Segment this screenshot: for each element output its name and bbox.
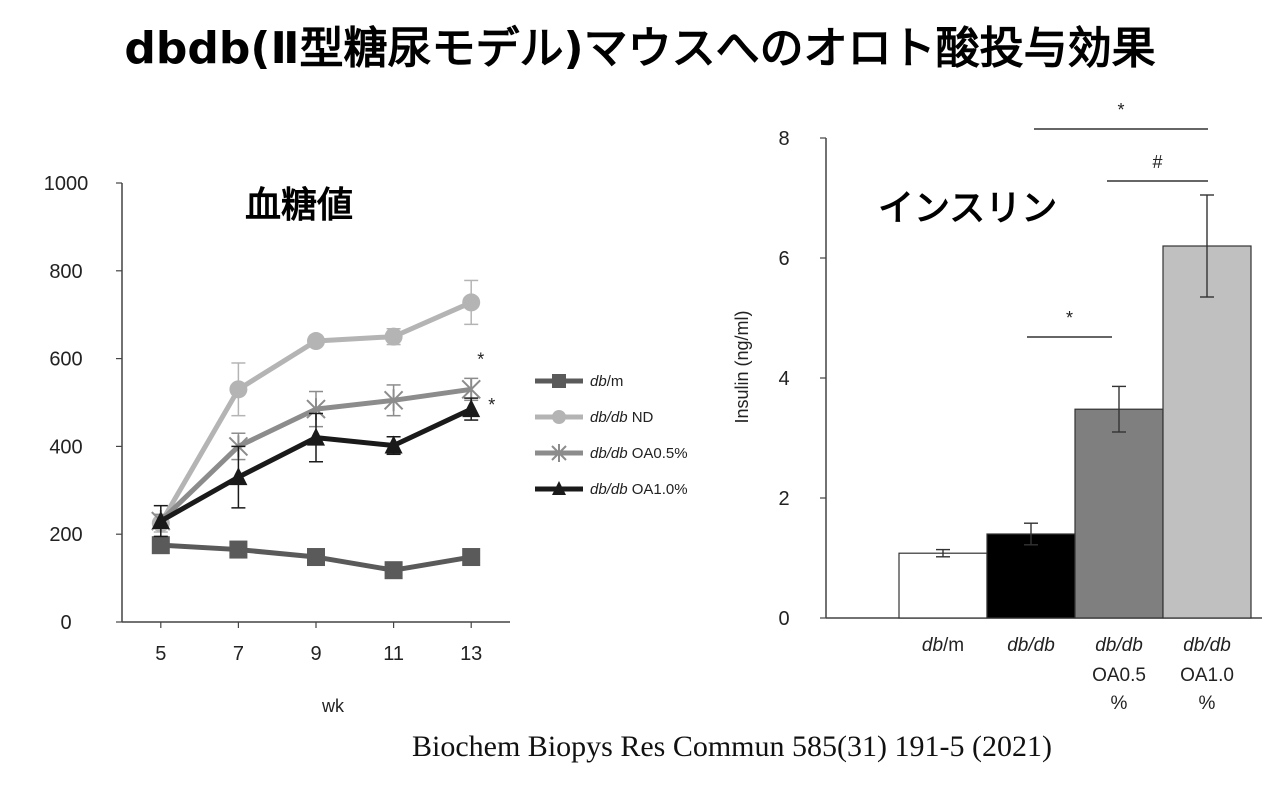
x-tick-label: 7	[233, 643, 244, 665]
cross-marker	[551, 444, 567, 462]
square-marker	[229, 540, 248, 559]
page-title: dbdb(Ⅱ型糖尿モデル)マウスへのオロト酸投与効果	[124, 23, 1156, 74]
triangle-marker	[462, 399, 481, 418]
legend-label: db/m	[590, 373, 623, 390]
legend-label: db/db ND	[590, 409, 654, 426]
legend-item-3: db/db OA0.5%	[535, 444, 688, 462]
y-tick-label: 1000	[44, 173, 89, 195]
circle-marker	[552, 410, 566, 424]
triangle-marker	[151, 511, 170, 530]
citation: Biochem Biopys Res Commun 585(31) 191-5 …	[412, 730, 1052, 763]
square-marker	[151, 536, 170, 555]
triangle-marker	[552, 481, 566, 495]
line-chart-x-axis-label: wk	[321, 696, 345, 716]
x-tick-label: 11	[383, 643, 404, 665]
x-tick-label: 9	[310, 643, 321, 665]
square-marker	[462, 548, 481, 567]
x-tick-label: 5	[155, 643, 166, 665]
y-tick-label: 200	[49, 524, 82, 546]
legend-item-4: db/db OA1.0%	[535, 481, 688, 498]
y-tick-label: 400	[49, 436, 82, 458]
square-marker	[384, 561, 403, 580]
line-chart-axes: 0 200 400 600 800 1000 5 7 9 11 13	[44, 173, 510, 665]
significance-mark: *	[488, 395, 495, 415]
cross-marker	[461, 378, 481, 401]
line-chart-title: 血糖値	[245, 185, 353, 226]
series-4	[151, 397, 481, 538]
triangle-marker	[307, 427, 325, 446]
square-marker	[307, 548, 325, 567]
legend-label: db/db OA1.0%	[590, 481, 688, 498]
y-tick-label: 800	[49, 261, 82, 283]
line-chart-series: **	[151, 279, 495, 580]
circle-marker	[307, 332, 325, 351]
circle-marker	[384, 327, 403, 346]
series-2	[151, 279, 481, 533]
legend-item-2: db/db ND	[535, 409, 654, 426]
line-chart-legend: db/m db/db ND db/db OA0.5% db/db OA1.0%	[535, 373, 688, 498]
triangle-marker	[384, 435, 403, 454]
triangle-marker	[229, 467, 248, 486]
legend-item-1: db/m	[535, 373, 623, 390]
legend-label: db/db OA0.5%	[590, 445, 688, 462]
circle-marker	[229, 380, 248, 399]
y-tick-label: 0	[60, 612, 71, 634]
series-1	[151, 536, 481, 580]
significance-mark: *	[477, 349, 484, 369]
x-tick-label: 13	[460, 643, 482, 665]
y-tick-label: 600	[49, 349, 82, 371]
square-marker	[552, 374, 566, 388]
circle-marker	[462, 293, 481, 312]
cross-marker	[383, 389, 404, 412]
